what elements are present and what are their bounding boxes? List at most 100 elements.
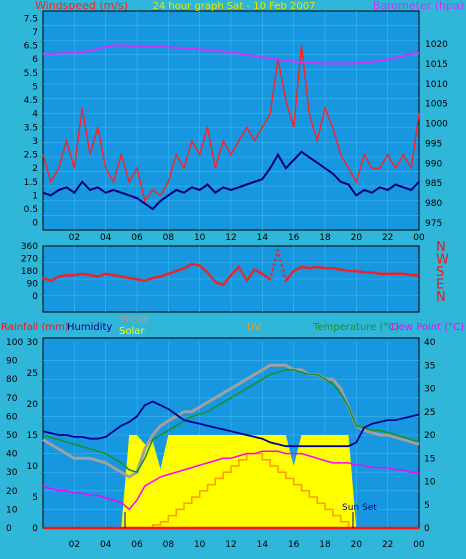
temperature-tick-label: 30 (424, 385, 436, 395)
windspeed-tick-label: 0.5 (24, 205, 38, 215)
humidity-tick-label: 0 (32, 524, 38, 534)
wind-x-ticks: 02 04 06 08 10 12 14 16 18 20 22 00 (69, 233, 425, 243)
windspeed-tick-label: 6.5 (24, 42, 38, 52)
windspeed-tick-label: 2 (32, 164, 38, 174)
temperature-x-ticks: 02 04 06 08 10 12 14 16 18 20 22 00 (69, 540, 425, 550)
wind-direction-point (272, 263, 276, 267)
x-tick-label: 14 (257, 233, 269, 243)
x-tick-label: 04 (100, 540, 112, 550)
rainfall-axis-label: Rainfall (mm) (1, 322, 69, 333)
wind-direction-point (274, 258, 277, 262)
x-tick-label: 18 (319, 540, 331, 550)
temperature-line (42, 369, 420, 474)
windspeed-average-line (42, 150, 420, 211)
windspeed-tick-label: 5 (32, 82, 38, 92)
wind-direction-points (41, 248, 420, 287)
direction-tick-label: 90 (27, 280, 39, 290)
direction-tick-label: 270 (21, 255, 38, 265)
windspeed-tick-label: 3 (32, 137, 38, 147)
x-tick-label: 20 (351, 233, 363, 243)
temperature-tick-label: 10 (424, 478, 436, 488)
barometer-y-ticks: 975 980 985 990 995 1000 1005 1010 1015 1020 (425, 40, 448, 229)
wind-direction-point (250, 272, 254, 275)
thsw-axis-label: THSW (118, 315, 149, 326)
windspeed-tick-label: 6 (32, 55, 38, 65)
temperature-tick-label: 25 (424, 408, 435, 418)
wind-direction-point (280, 264, 284, 267)
x-tick-label: 22 (382, 540, 393, 550)
windspeed-tick-label: 7.5 (24, 14, 38, 24)
rainfall-tick-label: 100 (6, 338, 23, 348)
wind-y-ticks: 0 0.5 1 1.5 2 2.5 3 3.5 4 4.5 5 5.5 6 6.5 7 7.5 (24, 14, 39, 228)
dew-point-line (42, 450, 419, 511)
wind-direction-point (246, 277, 250, 281)
x-tick-label: 02 (69, 540, 80, 550)
barometer-tick-label: 975 (425, 219, 442, 229)
barometer-tick-label: 980 (425, 199, 442, 209)
x-tick-label: 00 (413, 540, 425, 550)
barometer-tick-label: 985 (425, 179, 442, 189)
windspeed-tick-label: 5.5 (24, 69, 38, 79)
wind-direction-point (244, 277, 247, 280)
humidity-axis-label: Humidity (67, 322, 112, 333)
windspeed-tick-label: 4.5 (24, 96, 38, 106)
direction-tick-label: 360 (21, 242, 38, 252)
temperature-y-ticks: 0 5 10 15 20 25 30 35 40 (424, 338, 436, 534)
rainfall-tick-label: 40 (6, 450, 18, 460)
wind-direction-point (275, 253, 279, 257)
direction-tick-label: 180 (21, 267, 38, 277)
barometer-tick-label: 1015 (425, 60, 448, 70)
wind-grid (43, 11, 419, 230)
compass-label: S (436, 265, 444, 280)
rainfall-tick-label: 60 (6, 412, 18, 422)
barometer-tick-label: 1005 (425, 100, 448, 110)
barometer-tick-label: 1020 (425, 40, 448, 50)
x-tick-label: 12 (225, 233, 236, 243)
wind-direction-point (238, 267, 242, 271)
temperature-tick-label: 20 (424, 431, 436, 441)
x-tick-label: 04 (100, 233, 112, 243)
temperature-tick-label: 0 (424, 524, 430, 534)
x-tick-label: 10 (194, 540, 206, 550)
x-tick-label: 18 (319, 233, 331, 243)
wind-direction-point (240, 270, 243, 273)
windspeed-tick-label: 2.5 (24, 151, 38, 161)
x-tick-label: 14 (257, 540, 269, 550)
wind-direction-point (279, 259, 282, 262)
x-tick-label: 16 (288, 233, 300, 243)
direction-y-ticks: 0 90 180 270 360 (21, 242, 38, 302)
wind-direction-point (249, 273, 252, 277)
humidity-tick-label: 15 (27, 431, 38, 441)
wind-direction-point (242, 274, 246, 278)
sunset-label: Sun Set (342, 503, 377, 513)
compass-label: W (436, 253, 449, 268)
windspeed-axis-label: Windspeed (m/s) (35, 0, 128, 12)
windspeed-tick-label: 4 (32, 110, 38, 120)
humidity-y-ticks: 0 5 10 15 20 25 30 (27, 338, 39, 534)
wind-direction-point (248, 275, 251, 279)
x-tick-label: 22 (382, 233, 393, 243)
x-tick-label: 06 (131, 233, 143, 243)
rainfall-tick-label: 10 (6, 505, 18, 515)
temperature-tick-label: 40 (424, 338, 436, 348)
wind-direction-point (271, 268, 275, 271)
wind-direction-point (237, 265, 241, 269)
dew-point-axis-label: Dew Point (°C) (391, 322, 464, 333)
wind-direction-point (278, 254, 281, 257)
humidity-tick-label: 25 (27, 369, 38, 379)
direction-grid (43, 246, 419, 312)
wind-direction-point (416, 273, 420, 277)
rainfall-tick-label: 80 (6, 375, 18, 385)
rainfall-tick-label: 30 (6, 468, 18, 478)
x-tick-label: 20 (351, 540, 363, 550)
x-tick-label: 08 (163, 233, 175, 243)
windspeed-tick-label: 1.5 (24, 178, 38, 188)
rainfall-tick-label: 70 (6, 394, 18, 404)
humidity-tick-label: 20 (27, 400, 39, 410)
barometer-tick-label: 1010 (425, 80, 448, 90)
barometer-tick-label: 1000 (425, 120, 448, 130)
barometer-tick-label: 990 (425, 159, 442, 169)
